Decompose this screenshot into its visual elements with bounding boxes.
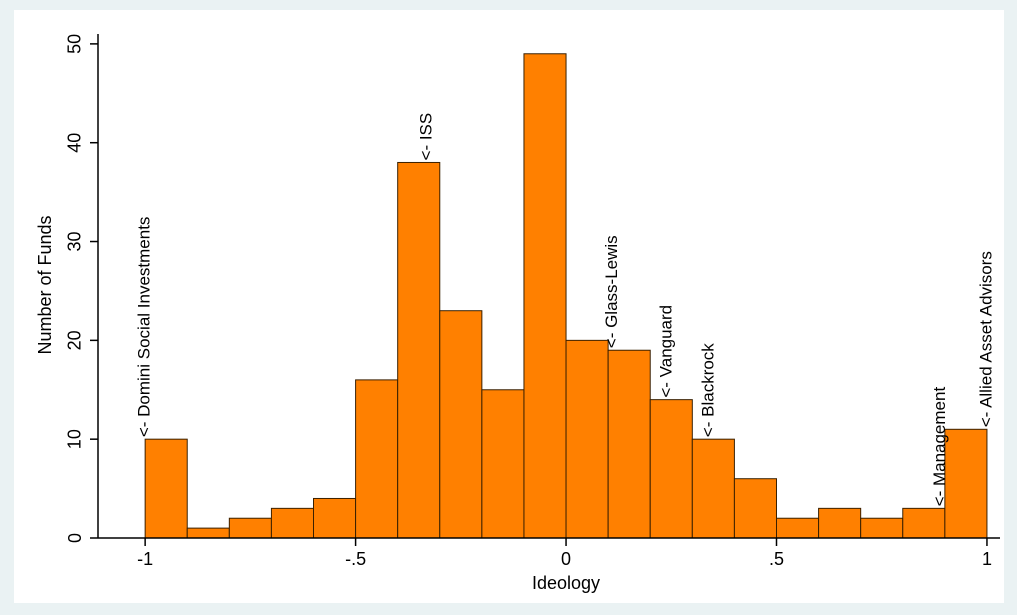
annotation: <- Domini Social Investments bbox=[135, 217, 154, 438]
bar bbox=[397, 161, 441, 539]
x-tick-label: -1 bbox=[137, 549, 153, 569]
annotation: <- Management bbox=[930, 387, 949, 507]
y-tick-label: 0 bbox=[65, 533, 85, 543]
bar bbox=[270, 507, 315, 539]
x-tick-label: 1 bbox=[982, 549, 992, 569]
bar bbox=[144, 438, 188, 539]
bar bbox=[186, 527, 230, 539]
y-tick-label: 20 bbox=[65, 330, 85, 350]
bar bbox=[902, 507, 946, 539]
bar bbox=[481, 389, 525, 539]
annotation: <- Glass-Lewis bbox=[602, 235, 621, 348]
y-tick-label: 50 bbox=[65, 34, 85, 54]
y-tick-label: 30 bbox=[65, 232, 85, 252]
annotation: <- ISS bbox=[417, 113, 436, 161]
bar bbox=[607, 349, 651, 539]
bar bbox=[355, 379, 399, 539]
bar bbox=[523, 53, 567, 539]
bar bbox=[775, 517, 820, 539]
bar bbox=[313, 497, 357, 539]
bar bbox=[228, 517, 272, 539]
bar bbox=[439, 310, 483, 539]
bar bbox=[944, 428, 988, 539]
annotation: <- Vanguard bbox=[657, 305, 676, 398]
bar bbox=[691, 438, 735, 539]
annotation: <- Allied Asset Advisors bbox=[976, 251, 995, 427]
x-tick-label: -.5 bbox=[345, 549, 366, 569]
y-axis-title: Number of Funds bbox=[35, 215, 55, 354]
bar bbox=[860, 517, 904, 539]
annotation: <- Blackrock bbox=[699, 343, 718, 437]
x-axis-title: Ideology bbox=[532, 573, 600, 593]
x-tick-label: .5 bbox=[769, 549, 784, 569]
bar bbox=[565, 339, 609, 539]
bar bbox=[733, 478, 777, 539]
bar bbox=[818, 507, 862, 539]
y-tick-label: 10 bbox=[65, 429, 85, 449]
bar bbox=[649, 399, 693, 539]
x-tick-label: 0 bbox=[561, 549, 571, 569]
y-tick-label: 40 bbox=[65, 133, 85, 153]
